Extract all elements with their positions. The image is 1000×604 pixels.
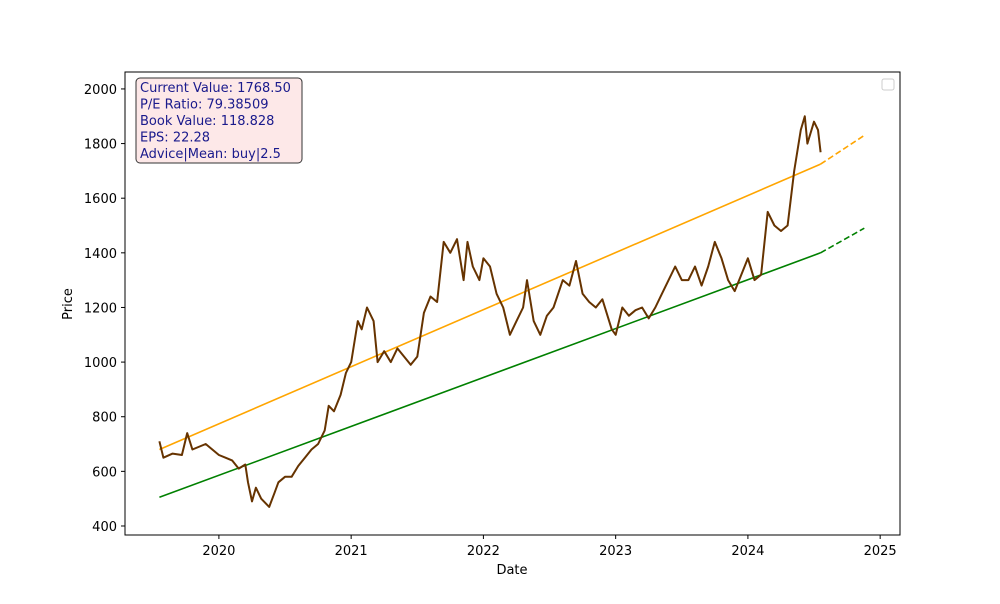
y-tick-label: 1800: [84, 138, 117, 153]
annotation-text: EPS: 22.28: [140, 131, 210, 146]
y-tick-label: 1600: [84, 192, 117, 207]
annotation-box: [135, 77, 303, 164]
y-tick-label: 1200: [84, 301, 117, 316]
x-tick-label: 2021: [335, 544, 368, 559]
y-tick-label: 400: [92, 520, 117, 535]
x-tick-label: 2024: [731, 544, 764, 559]
annotation-text: Current Value: 1768.50: [140, 81, 291, 96]
legend: [881, 78, 895, 91]
x-tick-label: 2022: [467, 544, 500, 559]
plot-frame: [124, 71, 901, 536]
annotation-text: Advice|Mean: buy|2.5: [140, 147, 281, 162]
y-tick-label: 1400: [84, 247, 117, 262]
y-tick-label: 1000: [84, 356, 117, 371]
annotation-text: Book Value: 118.828: [140, 114, 274, 129]
series-line: [820, 227, 865, 254]
y-axis-label: Price: [61, 288, 76, 320]
x-tick-label: 2025: [864, 544, 897, 559]
x-axis-label: Date: [496, 563, 527, 578]
x-tick-label: 2023: [599, 544, 632, 559]
y-tick-label: 800: [92, 411, 117, 426]
series-line: [159, 252, 821, 499]
series-line: [159, 163, 821, 451]
annotation-text: P/E Ratio: 79.38509: [140, 98, 268, 113]
y-tick-label: 600: [92, 465, 117, 480]
series-line: [158, 115, 822, 508]
y-tick-label: 2000: [84, 83, 117, 98]
x-tick-label: 2020: [202, 544, 235, 559]
